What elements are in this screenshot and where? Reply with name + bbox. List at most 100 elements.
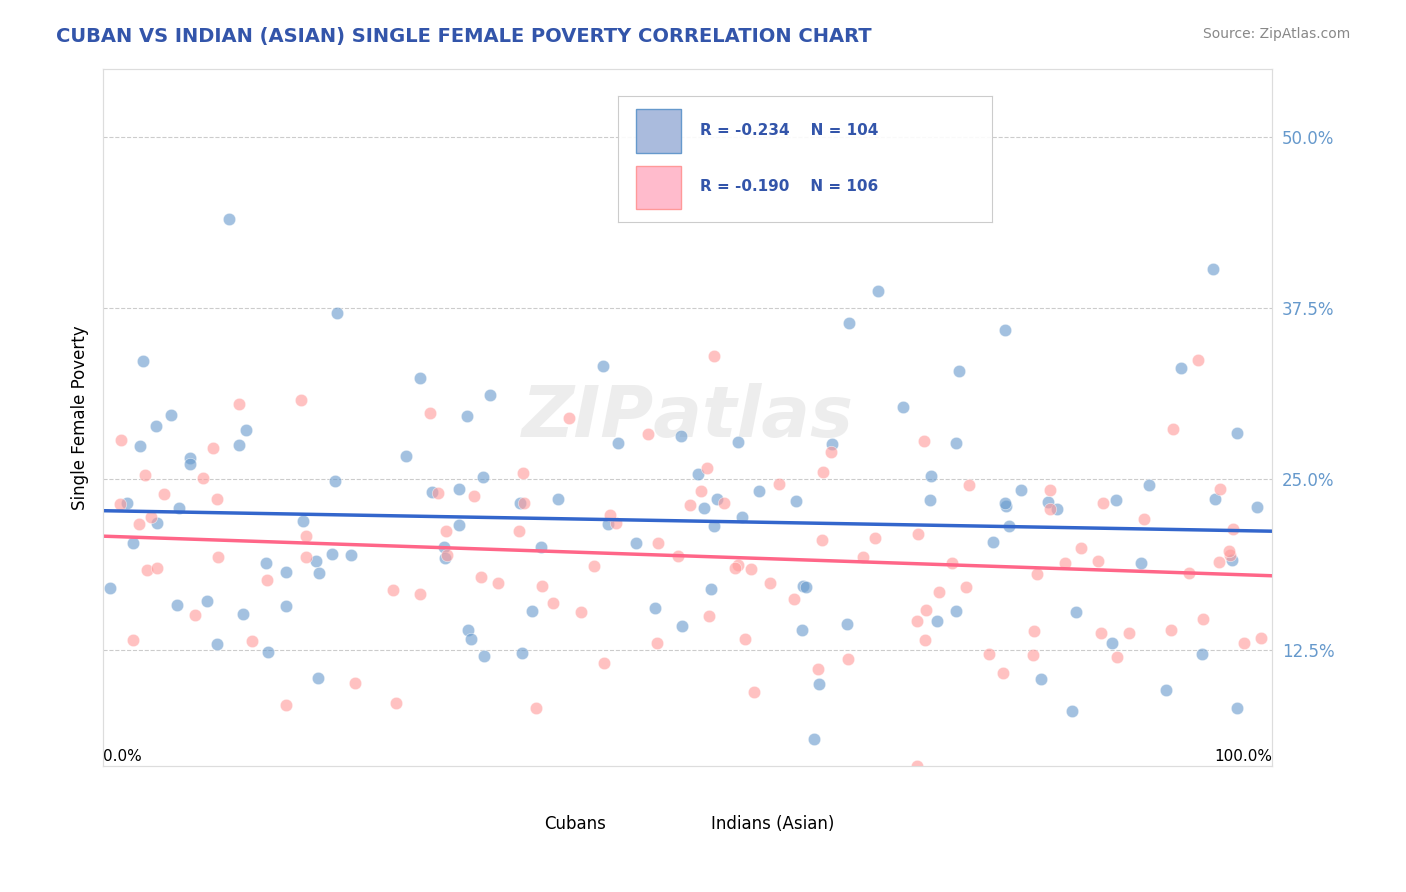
Point — [1187, 352, 1209, 367]
Point — [837, 616, 859, 631]
Point — [1118, 625, 1140, 640]
Point — [1010, 483, 1032, 497]
Point — [460, 632, 482, 646]
Point — [427, 486, 450, 500]
Point — [582, 559, 605, 574]
Point — [531, 578, 554, 592]
Point — [693, 500, 716, 515]
Point — [1022, 648, 1045, 662]
Point — [998, 519, 1021, 533]
Point — [807, 662, 830, 676]
Point — [1191, 647, 1213, 661]
Point — [290, 392, 312, 407]
Point — [569, 605, 592, 619]
Point — [696, 461, 718, 475]
Point — [235, 423, 257, 437]
Point — [837, 652, 859, 666]
Point — [1201, 262, 1223, 277]
Point — [305, 554, 328, 568]
Point — [1219, 548, 1241, 562]
Point — [294, 550, 316, 565]
Point — [325, 474, 347, 488]
Point — [758, 575, 780, 590]
Point — [724, 561, 747, 575]
Point — [1038, 494, 1060, 508]
Point — [785, 493, 807, 508]
Point — [202, 441, 225, 455]
Point — [945, 603, 967, 617]
Y-axis label: Single Female Poverty: Single Female Poverty — [72, 325, 89, 509]
Point — [344, 675, 367, 690]
Point — [179, 457, 201, 471]
Point — [160, 408, 183, 422]
Point — [510, 646, 533, 660]
Point — [647, 536, 669, 550]
Point — [820, 445, 842, 459]
Point — [121, 536, 143, 550]
Point — [530, 540, 553, 554]
Text: Source: ZipAtlas.com: Source: ZipAtlas.com — [1202, 27, 1350, 41]
Point — [274, 698, 297, 712]
Point — [1105, 649, 1128, 664]
Point — [240, 634, 263, 648]
Point — [852, 550, 875, 565]
Point — [690, 483, 713, 498]
Point — [1208, 555, 1230, 569]
Point — [748, 483, 770, 498]
Point — [307, 671, 329, 685]
Point — [457, 623, 479, 637]
Point — [686, 467, 709, 481]
Point — [167, 501, 190, 516]
Point — [592, 359, 614, 373]
Point — [645, 636, 668, 650]
Point — [918, 492, 941, 507]
Point — [671, 618, 693, 632]
Point — [340, 548, 363, 562]
Point — [449, 518, 471, 533]
Point — [1105, 493, 1128, 508]
Point — [395, 449, 418, 463]
Point — [669, 429, 692, 443]
Point — [703, 349, 725, 363]
Point — [734, 632, 756, 647]
Point — [472, 470, 495, 484]
Point — [121, 632, 143, 647]
Point — [794, 580, 817, 594]
Point — [184, 607, 207, 622]
Point — [463, 489, 485, 503]
Point — [1087, 554, 1109, 568]
Point — [384, 696, 406, 710]
Point — [1161, 422, 1184, 436]
Point — [420, 485, 443, 500]
Point — [866, 285, 889, 299]
Text: Indians (Asian): Indians (Asian) — [711, 815, 835, 833]
Point — [166, 598, 188, 612]
Point — [706, 491, 728, 506]
Point — [325, 305, 347, 319]
Point — [274, 566, 297, 580]
Point — [914, 632, 936, 647]
Point — [179, 451, 201, 466]
Point — [811, 533, 834, 547]
Point — [1246, 500, 1268, 514]
Text: ZIP​atlas: ZIP​atlas — [522, 383, 853, 452]
Point — [1053, 556, 1076, 570]
Point — [1092, 496, 1115, 510]
Point — [479, 388, 502, 402]
Point — [547, 491, 569, 506]
Point — [598, 517, 620, 532]
Point — [228, 438, 250, 452]
Point — [1233, 636, 1256, 650]
Point — [993, 665, 1015, 680]
Point — [907, 527, 929, 541]
Point — [207, 637, 229, 651]
Point — [1046, 502, 1069, 516]
Point — [558, 411, 581, 425]
Point — [703, 518, 725, 533]
Point — [456, 409, 478, 424]
Point — [1070, 541, 1092, 555]
Point — [470, 570, 492, 584]
Point — [1066, 605, 1088, 619]
Point — [195, 594, 218, 608]
Point — [666, 549, 689, 563]
